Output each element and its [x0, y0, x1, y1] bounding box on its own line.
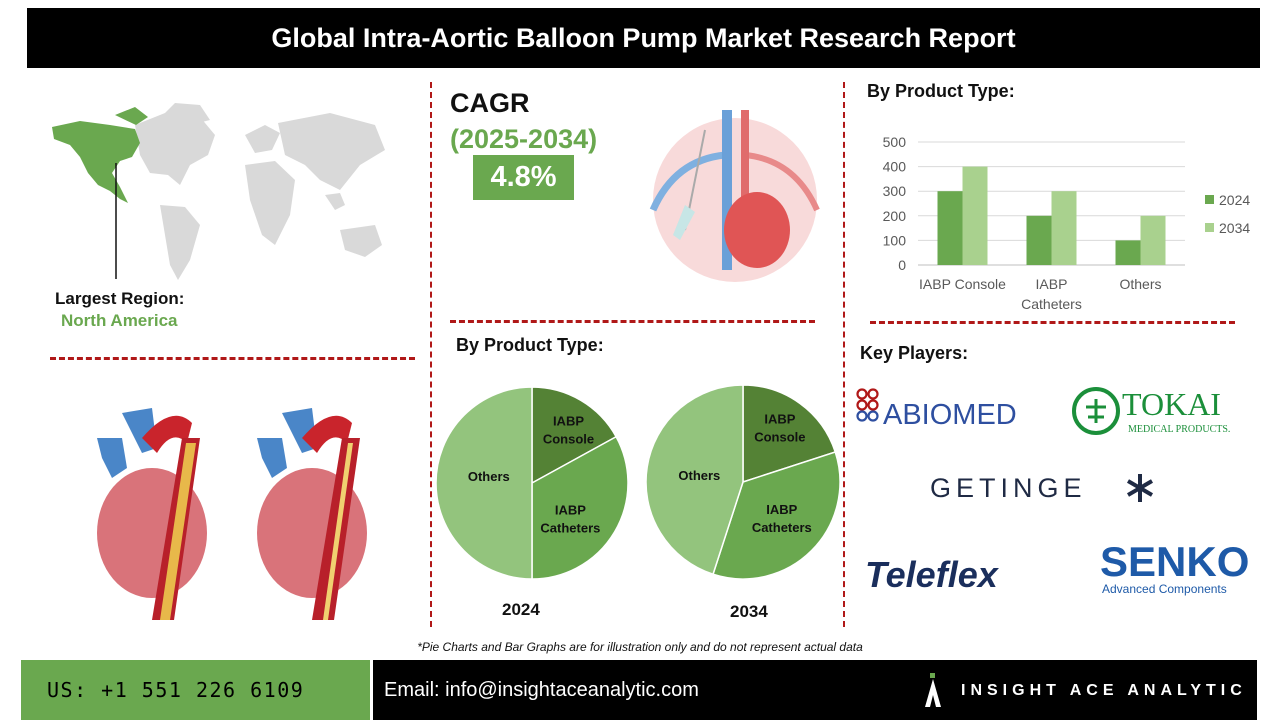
- senko-logo: SENKO Advanced Components: [1100, 538, 1260, 600]
- pie-label-iabp-catheters: IABP Catheters: [540, 503, 600, 536]
- tokai-logo-subtext: MEDICAL PRODUCTS.: [1128, 424, 1230, 435]
- cagr-value: 4.8%: [490, 161, 557, 193]
- brand-logo: INSIGHT ACE ANALYTIC: [923, 670, 1253, 712]
- footer-phone[interactable]: US: +1 551 226 6109: [47, 678, 305, 702]
- heart-illustration: [97, 408, 367, 620]
- world-map: [52, 103, 385, 280]
- teleflex-logo: Teleflex: [865, 554, 1075, 595]
- largest-region-value: North America: [61, 311, 178, 330]
- divider-vertical-right: [843, 82, 845, 627]
- cagr-value-badge: 4.8%: [473, 155, 574, 200]
- footer-phone-box: US: +1 551 226 6109: [21, 660, 370, 720]
- y-tick-label: 200: [883, 208, 907, 224]
- bar-2034-others: [1140, 215, 1166, 265]
- aorta-illustration: [649, 110, 820, 282]
- tokai-logo-text: TOKAI: [1122, 386, 1221, 422]
- pie-label-others: Others: [678, 468, 720, 483]
- key-players-title: Key Players:: [860, 343, 969, 363]
- pie-label-iabp-catheters: IABP Catheters: [752, 502, 812, 535]
- footnote: *Pie Charts and Bar Graphs are for illus…: [417, 640, 863, 654]
- cagr-period: (2025-2034): [450, 124, 598, 154]
- pie-slice-others: [436, 387, 533, 579]
- abiomed-logo-text: ABIOMED: [883, 399, 1017, 430]
- x-tick-label: IABP Console: [919, 276, 1006, 292]
- bar-2034-iabp-console: [962, 166, 988, 265]
- largest-region-label: Largest Region:: [55, 289, 185, 308]
- pie-label-others: Others: [468, 469, 510, 484]
- senko-logo-subtext: Advanced Components: [1102, 582, 1227, 596]
- legend-swatch-2034: [1205, 223, 1214, 232]
- footer-email-box: Email: info@insightaceanalytic.com: [373, 660, 1257, 720]
- pie-label-iabp-console: IABP Console: [754, 412, 805, 445]
- bar-section-title: By Product Type:: [867, 81, 1015, 101]
- pie-slice-iabp-catheters: [531, 435, 628, 579]
- tokai-logo: TOKAI MEDICAL PRODUCTS.: [1072, 385, 1232, 437]
- divider-middle: [450, 320, 815, 323]
- pie-slice-others: [646, 385, 744, 576]
- pie-year-2024: 2024: [502, 600, 540, 619]
- pie-slice-iabp-console: [531, 387, 618, 485]
- pie-section-title: By Product Type:: [456, 335, 604, 355]
- bar-2034-iabp-catheters: [1051, 191, 1077, 265]
- legend-label-2024: 2024: [1219, 192, 1250, 208]
- bar-chart: 0 100 200 300 400 500 IABP Console IABP Catheter…: [883, 134, 1251, 312]
- divider-vertical-left: [430, 82, 432, 627]
- senko-logo-text: SENKO: [1100, 540, 1249, 585]
- divider-left: [50, 357, 415, 360]
- abiomed-logo: ABIOMED: [855, 386, 1045, 431]
- page-title: Global Intra-Aortic Balloon Pump Market …: [271, 22, 1016, 53]
- footer-email[interactable]: Email: info@insightaceanalytic.com: [384, 678, 699, 701]
- y-tick-label: 300: [883, 183, 907, 199]
- bar-2024-iabp-catheters: [1026, 215, 1052, 265]
- y-tick-label: 0: [898, 257, 906, 273]
- title-bar: Global Intra-Aortic Balloon Pump Market …: [27, 8, 1260, 68]
- brand-name: INSIGHT ACE ANALYTIC: [961, 682, 1247, 699]
- x-tick-label: Others: [1119, 276, 1161, 292]
- pie-chart-2024: IABP Console IABP Catheters Others: [436, 387, 628, 579]
- y-tick-label: 400: [883, 159, 907, 175]
- divider-right: [870, 321, 1235, 324]
- bar-2024-others: [1115, 240, 1141, 265]
- pie-chart-2034: IABP Console IABP Catheters Others: [646, 385, 840, 579]
- bar-2024-iabp-console: [937, 191, 963, 265]
- pie-label-iabp-console: IABP Console: [543, 413, 594, 446]
- getinge-logo: GETINGE: [930, 470, 1160, 506]
- x-tick-label: IABP Catheters: [1021, 276, 1082, 312]
- pie-slice-iabp-catheters: [712, 451, 840, 579]
- y-tick-label: 100: [883, 232, 907, 248]
- legend-label-2034: 2034: [1219, 220, 1250, 236]
- teleflex-logo-text: Teleflex: [865, 554, 1000, 594]
- cagr-title: CAGR: [450, 88, 530, 118]
- brand-icon: [925, 673, 941, 707]
- pie-slice-iabp-console: [742, 385, 837, 484]
- pie-year-2034: 2034: [730, 602, 768, 621]
- getinge-logo-text: GETINGE: [930, 473, 1087, 503]
- y-tick-label: 500: [883, 134, 907, 150]
- legend-swatch-2024: [1205, 195, 1214, 204]
